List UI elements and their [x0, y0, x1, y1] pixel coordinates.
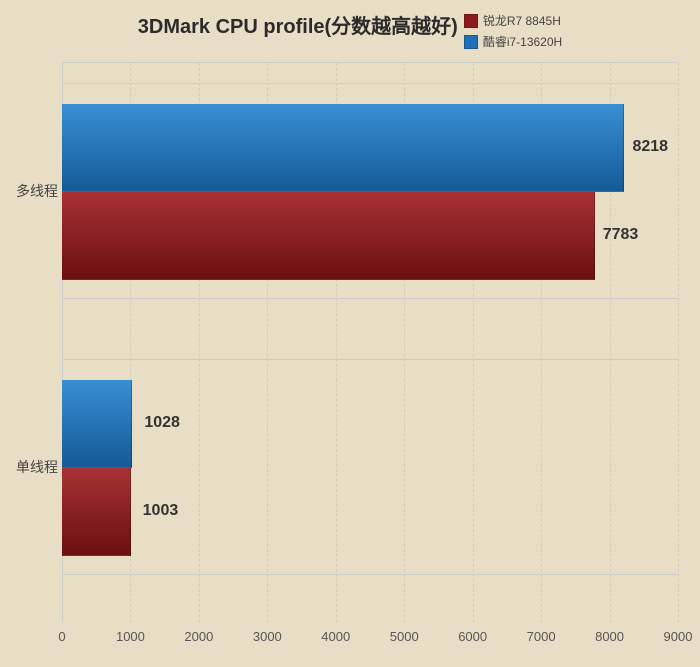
bar — [62, 192, 595, 280]
plot-area: 0100020003000400050006000700080009000多线程… — [62, 62, 678, 622]
legend-swatch-corei7 — [464, 35, 478, 49]
x-tick-label: 9000 — [664, 629, 693, 644]
chart-root: 3DMark CPU profile(分数越高越好) 锐龙R7 8845H 酷睿… — [0, 0, 700, 667]
bar-value-label: 8218 — [632, 138, 668, 156]
chart-title: 3DMark CPU profile(分数越高越好) — [138, 10, 458, 39]
x-tick-label: 5000 — [390, 629, 419, 644]
category-label: 多线程 — [8, 181, 58, 201]
legend-item-ryzen: 锐龙R7 8845H — [464, 12, 562, 29]
x-tick-label: 2000 — [184, 629, 213, 644]
x-tick-label: 1000 — [116, 629, 145, 644]
x-tick-label: 4000 — [321, 629, 350, 644]
x-tick-label: 7000 — [527, 629, 556, 644]
x-tick-label: 6000 — [458, 629, 487, 644]
x-tick-label: 0 — [58, 629, 65, 644]
bar — [62, 104, 624, 192]
bar — [62, 380, 132, 468]
bar — [62, 468, 131, 556]
x-tick-label: 3000 — [253, 629, 282, 644]
legend-item-corei7: 酷睿i7-13620H — [464, 33, 562, 50]
bar-value-label: 1028 — [144, 414, 180, 432]
bar-value-label: 1003 — [143, 502, 179, 520]
x-tick-label: 8000 — [595, 629, 624, 644]
gridline — [678, 63, 679, 622]
legend: 锐龙R7 8845H 酷睿i7-13620H — [464, 12, 562, 50]
legend-label-ryzen: 锐龙R7 8845H — [483, 12, 561, 29]
category-group: 多线程82187783 — [62, 83, 678, 299]
legend-swatch-ryzen — [464, 14, 478, 28]
title-row: 3DMark CPU profile(分数越高越好) 锐龙R7 8845H 酷睿… — [0, 10, 700, 50]
category-group: 单线程10281003 — [62, 359, 678, 575]
bar-value-label: 7783 — [603, 226, 639, 244]
category-label: 单线程 — [8, 457, 58, 477]
legend-label-corei7: 酷睿i7-13620H — [483, 33, 562, 50]
